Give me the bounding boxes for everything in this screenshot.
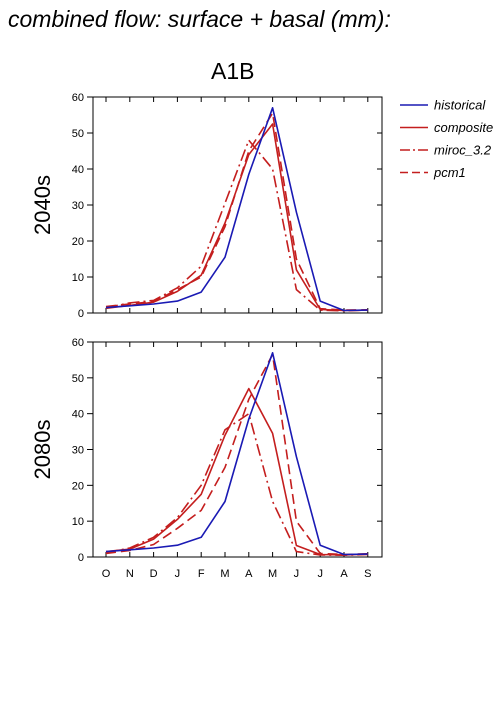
y-tick-label: 10 xyxy=(72,516,84,528)
y-tick-label: 20 xyxy=(72,480,84,492)
series-line-pcm1 xyxy=(105,353,368,556)
x-tick-label: F xyxy=(198,568,205,580)
y-tick-label: 40 xyxy=(72,409,84,421)
x-tick-label: J xyxy=(175,568,181,580)
y-tick-label: 60 xyxy=(72,337,84,349)
series-line-miroc-3-2 xyxy=(105,412,368,557)
y-tick-label: 50 xyxy=(72,373,84,385)
y-tick-label: 30 xyxy=(72,445,84,457)
y-tick-label: 0 xyxy=(78,308,84,320)
x-tick-label: M xyxy=(268,568,277,580)
series-line-historical xyxy=(105,107,368,312)
y-tick-label: 50 xyxy=(72,128,84,140)
x-tick-label: A xyxy=(245,568,253,580)
x-tick-label: D xyxy=(150,568,158,580)
period-label: 2080s xyxy=(30,420,55,480)
legend-label: pcm1 xyxy=(433,165,466,180)
page-title: combined flow: surface + basal (mm): xyxy=(8,6,391,32)
x-tick-label: J xyxy=(317,568,323,580)
period-label: 2040s xyxy=(30,175,55,235)
series-line-composite xyxy=(105,387,368,556)
scenario-title: A1B xyxy=(211,58,255,84)
x-tick-label: N xyxy=(126,568,134,580)
series-line-composite xyxy=(105,123,368,312)
legend-label: composite xyxy=(434,120,493,135)
series-line-pcm1 xyxy=(105,112,368,311)
y-tick-label: 60 xyxy=(72,92,84,104)
y-tick-label: 30 xyxy=(72,200,84,212)
y-tick-label: 10 xyxy=(72,272,84,284)
legend-label: historical xyxy=(434,98,486,113)
plot-frame-2 xyxy=(92,341,383,558)
plot-frame-1 xyxy=(92,96,383,314)
series-line-historical xyxy=(105,351,368,556)
x-tick-label: O xyxy=(102,568,111,580)
x-tick-label: M xyxy=(220,568,229,580)
x-tick-label: A xyxy=(340,568,348,580)
y-tick-label: 20 xyxy=(72,236,84,248)
legend-label: miroc_3.2 xyxy=(434,143,492,158)
x-tick-label: S xyxy=(364,568,371,580)
x-tick-label: J xyxy=(294,568,300,580)
y-tick-label: 0 xyxy=(78,552,84,564)
y-tick-label: 40 xyxy=(72,164,84,176)
series-line-miroc-3-2 xyxy=(105,139,368,312)
